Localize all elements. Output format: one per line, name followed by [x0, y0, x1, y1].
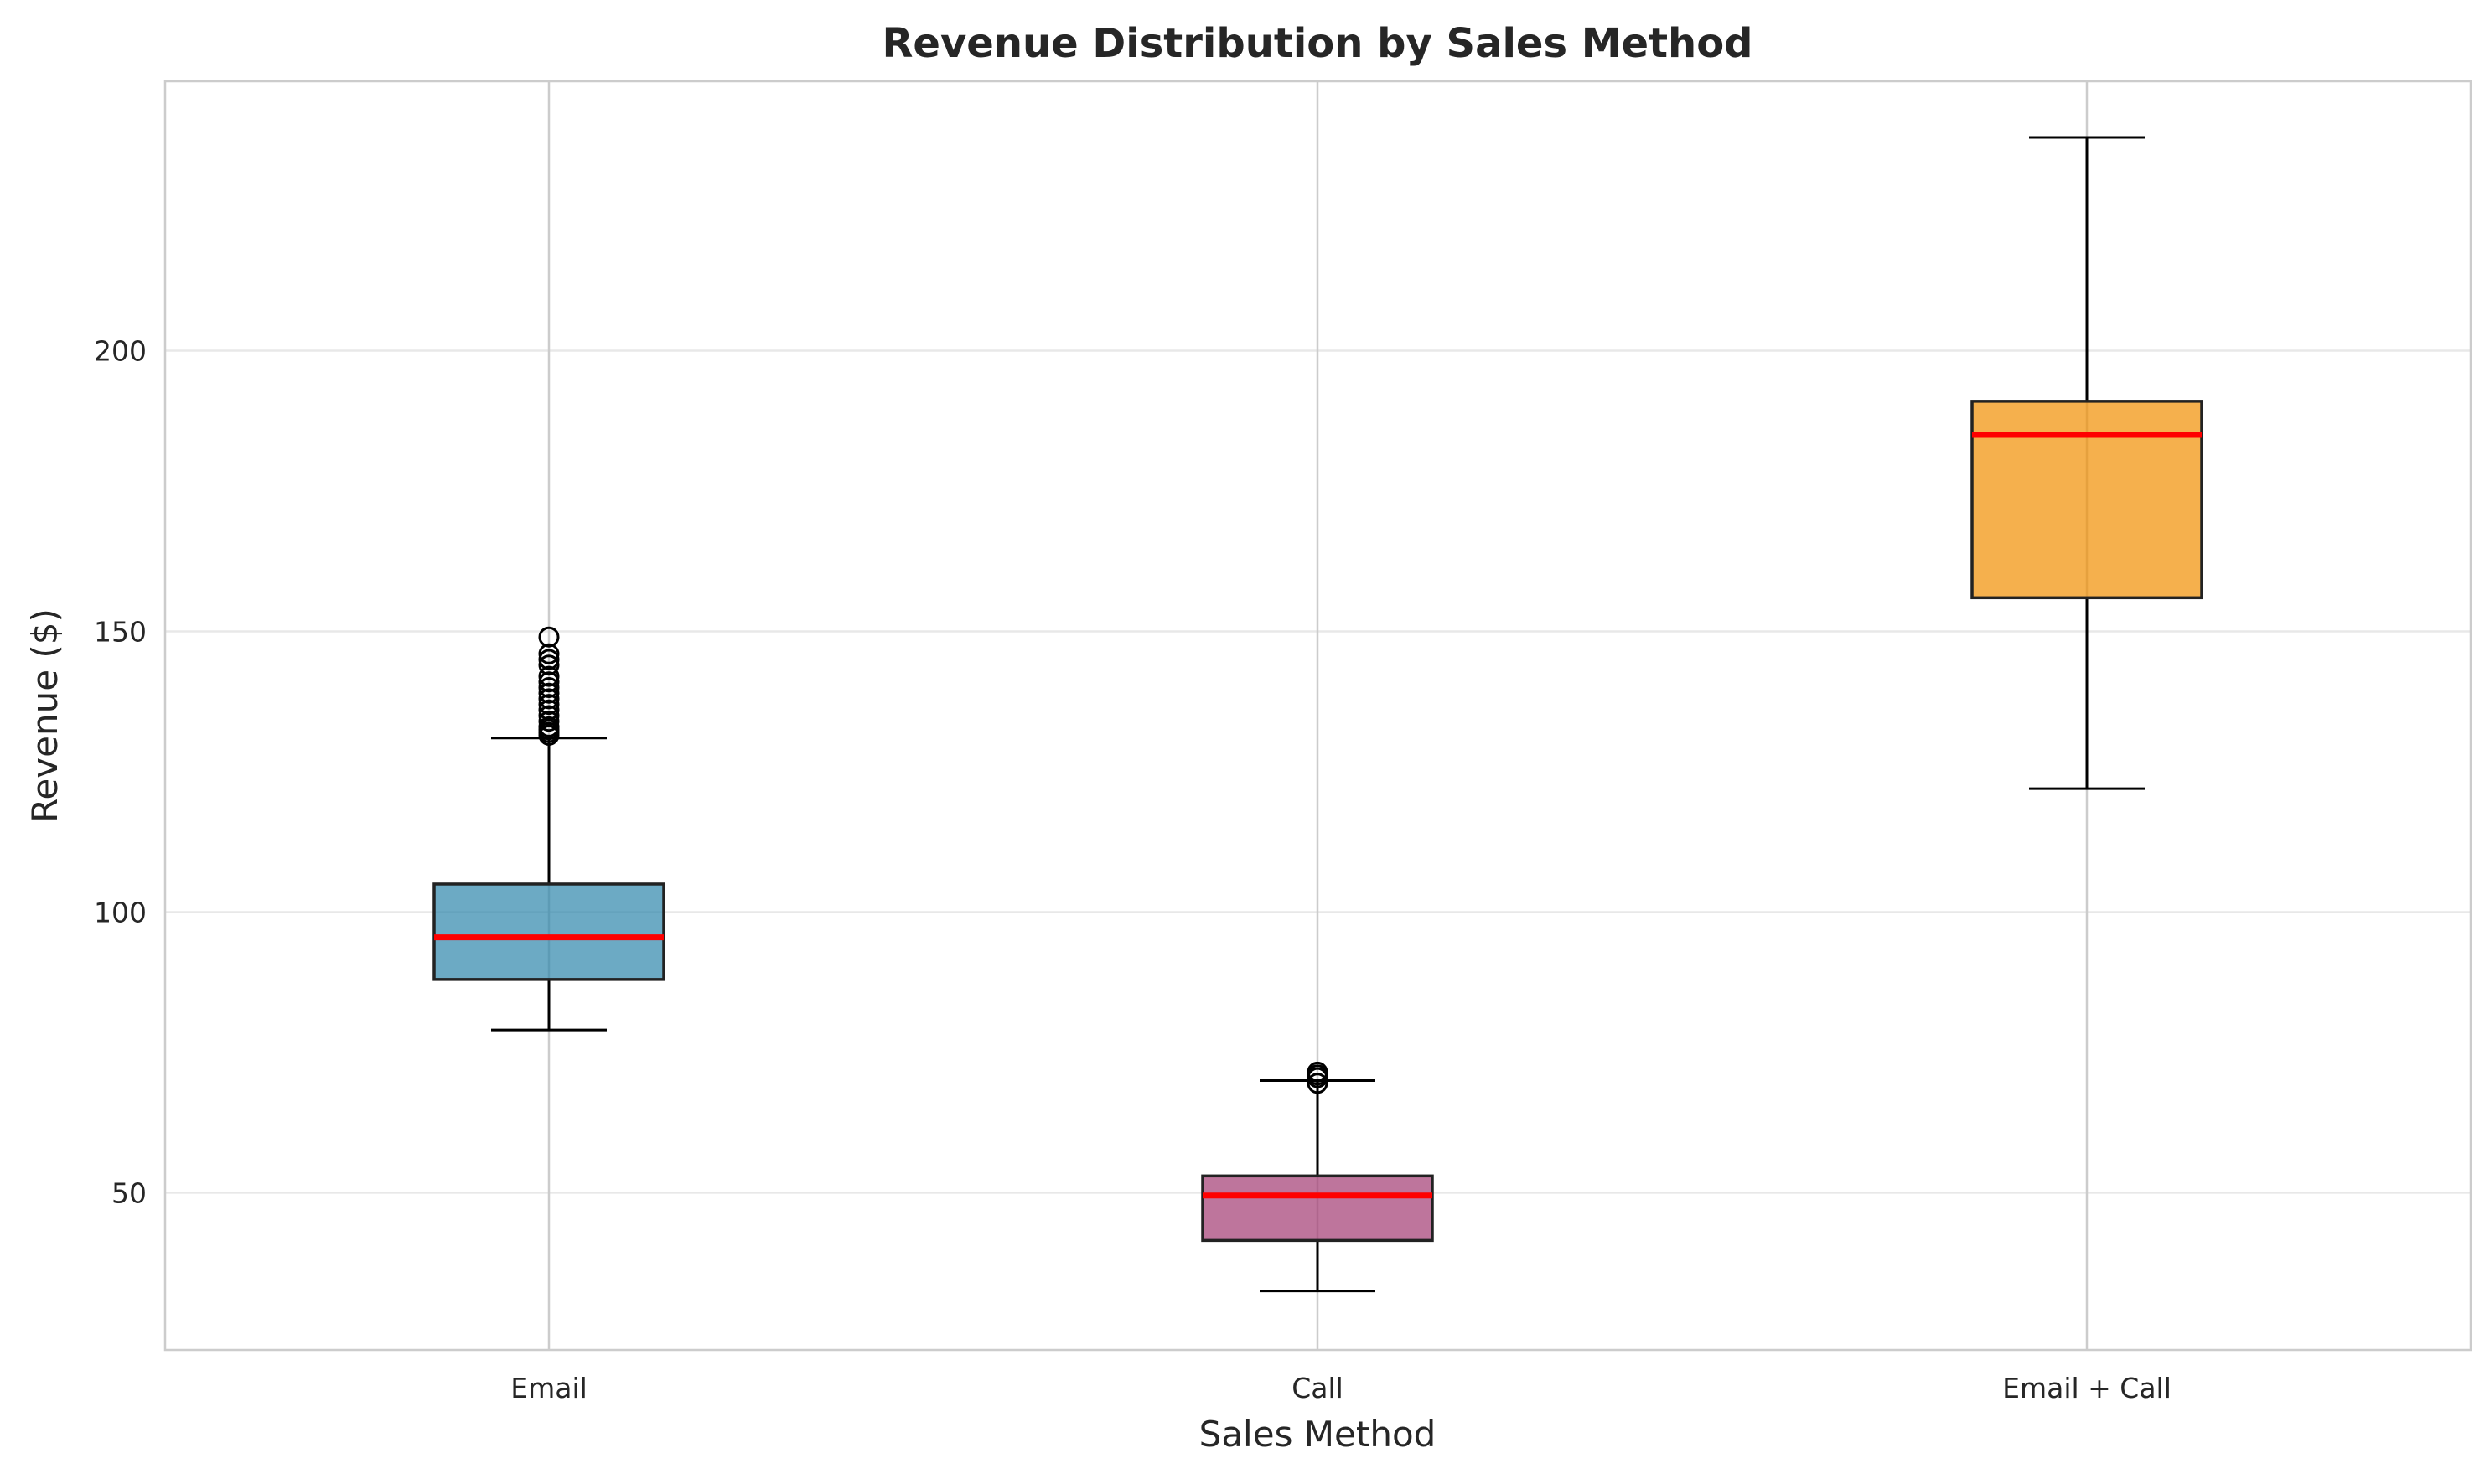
axis-layer: 50 100 150 200 Email Call Email + Call — [94, 335, 2172, 1404]
outlier-0-5 — [538, 705, 560, 726]
box-2 — [1970, 400, 2203, 600]
box-group-1 — [1201, 1061, 1434, 1293]
outlier-0-7 — [538, 694, 560, 716]
y-tick-label-200: 200 — [94, 335, 147, 368]
outlier-1-3 — [1307, 1061, 1328, 1083]
outlier-0-16 — [538, 626, 560, 648]
plot-layer — [432, 136, 2203, 1293]
y-tick-label-100: 100 — [94, 896, 147, 928]
outlier-0-11 — [538, 671, 560, 693]
outlier-0-15 — [538, 643, 560, 664]
x-axis-label: Sales Method — [1199, 1414, 1437, 1455]
outlier-1-0 — [1307, 1073, 1328, 1094]
box-1 — [1201, 1174, 1434, 1243]
box-group-0 — [432, 626, 665, 1032]
outlier-0-8 — [538, 688, 560, 710]
outlier-0-14 — [538, 649, 560, 670]
plot-frame — [163, 80, 2472, 1352]
y-tick-label-50: 50 — [111, 1176, 147, 1209]
chart-title: Revenue Distribution by Sales Method — [882, 20, 1752, 67]
outlier-0-3 — [538, 716, 560, 737]
y-axis-label: Revenue ($) — [24, 608, 65, 823]
outlier-0-6 — [538, 699, 560, 721]
box-0 — [432, 882, 665, 981]
outlier-0-9 — [538, 682, 560, 704]
outlier-0-10 — [538, 677, 560, 699]
box-group-2 — [1970, 136, 2203, 790]
x-tick-label-0: Email — [510, 1372, 588, 1404]
outlier-0-13 — [538, 654, 560, 676]
x-tick-label-1: Call — [1292, 1372, 1343, 1404]
outlier-0-4 — [538, 711, 560, 732]
x-tick-label-2: Email + Call — [2002, 1372, 2172, 1404]
y-tick-label-150: 150 — [94, 616, 147, 649]
outlier-0-12 — [538, 665, 560, 687]
